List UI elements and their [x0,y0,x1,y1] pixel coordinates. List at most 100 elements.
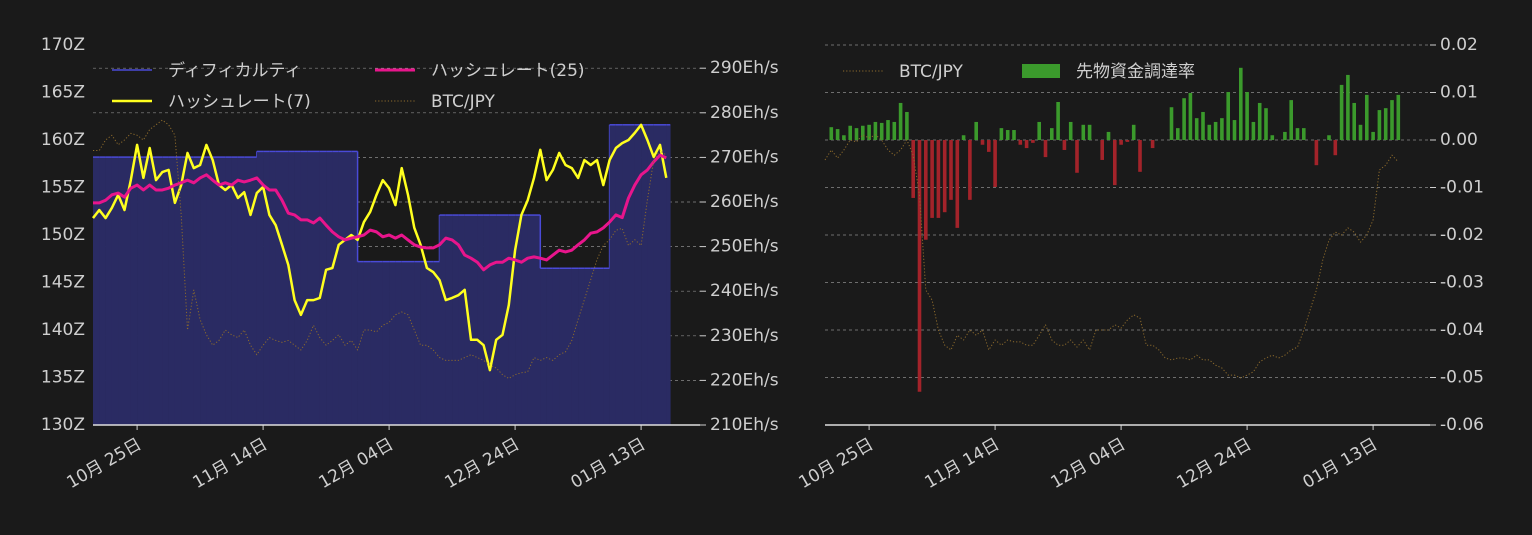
bar [867,124,871,140]
bar [1257,102,1262,140]
bar [917,140,922,392]
y-tick-label: -0.03 [1440,273,1484,293]
bar [955,140,960,228]
difficulty-area [307,151,314,425]
y-tick-label: 170Z [41,35,85,55]
bar [1012,130,1016,140]
y-tick-label: 0.01 [1440,83,1478,103]
bar [1358,124,1363,140]
difficulty-area [282,151,289,425]
bar [1207,124,1212,140]
bar [1264,108,1268,140]
bar [1043,140,1048,158]
y2-tick-label: 240Eh/s [710,281,779,301]
bar [879,122,884,140]
bar [1018,140,1023,145]
difficulty-area [584,268,591,425]
difficulty-area [653,124,661,426]
difficulty-area [477,215,484,425]
difficulty-area [471,215,478,425]
y-tick-label: -0.04 [1440,320,1484,340]
difficulty-area [521,215,528,425]
difficulty-area [294,151,302,425]
bar [1220,118,1224,140]
bar [854,128,859,140]
difficulty-area [168,157,176,425]
legend-label: BTC/JPY [899,62,964,82]
difficulty-area [326,151,333,425]
y2-tick-label: 220Eh/s [710,370,779,390]
y-tick-label: 150Z [41,225,85,245]
series-line [824,134,1399,379]
difficulty-area [99,157,106,425]
difficulty-area [414,261,421,425]
bar [1106,131,1111,140]
y2-tick-label: 230Eh/s [710,326,779,346]
bar [1371,131,1375,140]
difficulty-area [458,215,465,425]
difficulty-area [389,261,396,425]
bar [1081,124,1086,140]
bar [949,140,953,200]
difficulty-area [647,124,654,426]
difficulty-area [571,268,579,425]
y-tick-label: -0.02 [1440,225,1484,245]
bar [1302,128,1306,140]
bar [1125,140,1130,142]
legend-label: ディフィカルティ [168,60,301,81]
difficulty-area [187,157,195,425]
difficulty-area [275,151,283,425]
bar [1245,92,1249,140]
series-line [92,123,668,372]
bar [1194,118,1199,140]
difficulty-area [634,124,642,426]
bar [898,102,903,140]
bar [1056,102,1060,140]
bar [1087,124,1092,140]
difficulty-area [250,157,258,425]
bar [1270,135,1275,140]
bar [974,121,978,140]
bar [1213,121,1218,140]
bar [930,140,934,218]
difficulty-area [483,215,491,425]
bar [968,140,972,200]
difficulty-area [546,268,554,425]
bar [886,120,890,140]
bar [1075,140,1079,173]
difficulty-area [489,215,497,425]
difficulty-area [590,268,598,425]
bar [1068,121,1073,140]
difficulty-area [370,261,377,425]
difficulty-area [219,157,226,425]
bar [961,135,966,140]
y2-tick-label: 260Eh/s [710,192,779,212]
difficulty-area [181,157,188,425]
difficulty-area [345,151,352,425]
difficulty-area [534,215,541,425]
difficulty-area [332,151,339,425]
bar [1283,131,1287,140]
series-line [93,153,667,272]
difficulty-area [452,215,459,425]
difficulty-area [401,261,409,425]
bar [1031,140,1035,143]
bar [1113,140,1117,186]
difficulty-area [193,157,201,425]
difficulty-area [641,124,648,426]
difficulty-area [93,157,100,425]
bar [1339,84,1344,140]
y-tick-label: 140Z [41,320,85,340]
difficulty-area [357,261,365,425]
bar [1119,140,1123,145]
bar [1037,121,1041,140]
y-tick-label: 165Z [41,83,85,103]
bar [1188,92,1193,140]
bar [1176,128,1180,140]
difficulty-area [445,215,453,425]
difficulty-area [162,157,169,425]
difficulty-area [124,157,132,425]
bar [993,140,997,188]
difficulty-area [408,261,415,425]
